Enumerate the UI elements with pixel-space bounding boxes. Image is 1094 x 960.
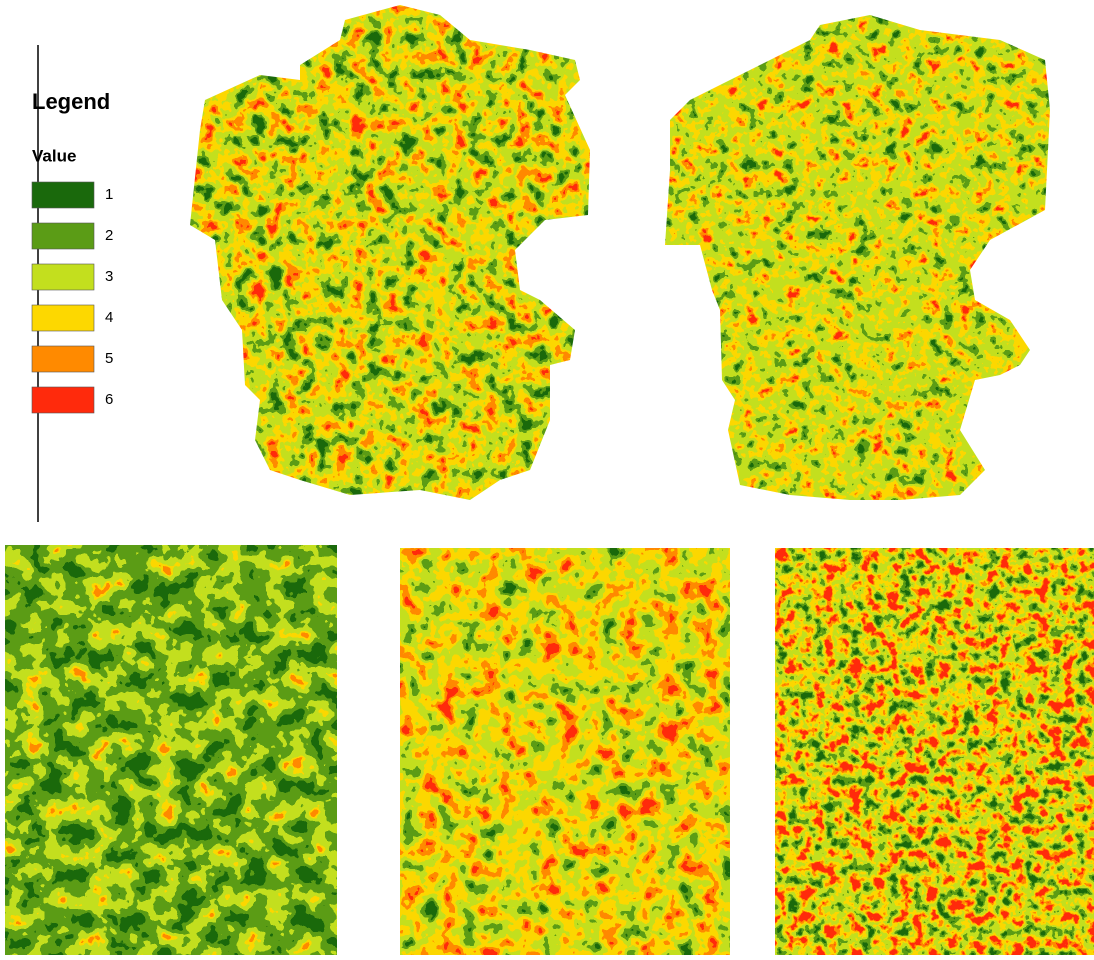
legend-field: Value: [32, 146, 76, 165]
legend-label: 1: [105, 186, 113, 203]
legend-swatch: [32, 305, 94, 331]
maps: [5, 3, 1094, 955]
legend-label: 5: [105, 350, 113, 367]
detail-map: [5, 545, 337, 955]
region-map: [660, 12, 1055, 504]
map-figure: Legend Value 1 2 3 4 5 6: [0, 0, 1094, 955]
legend-label: 6: [105, 391, 113, 408]
region-map: [188, 3, 593, 503]
legend-swatch: [32, 387, 94, 413]
legend-label: 2: [105, 227, 113, 244]
legend-swatch: [32, 264, 94, 290]
detail-map: [400, 548, 730, 955]
legend-swatch: [32, 223, 94, 249]
legend-swatch: [32, 346, 94, 372]
legend-label: 3: [105, 268, 113, 285]
detail-map: [775, 548, 1094, 955]
legend-items: 1 2 3 4 5 6: [32, 182, 113, 413]
legend-swatch: [32, 182, 94, 208]
legend-label: 4: [105, 309, 113, 326]
legend-title: Legend: [32, 89, 110, 114]
